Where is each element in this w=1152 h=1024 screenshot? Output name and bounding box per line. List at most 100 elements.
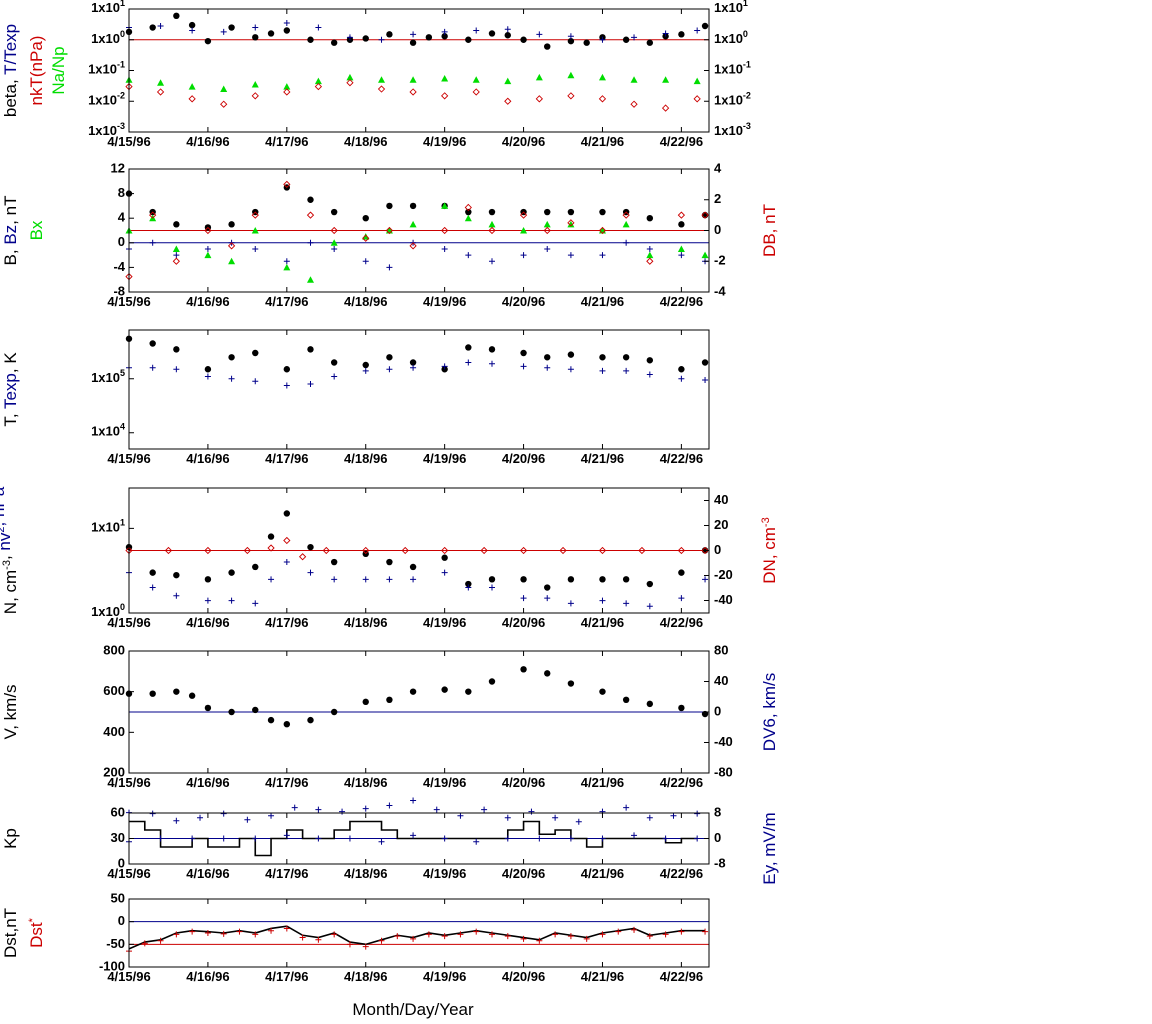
data-point: [441, 226, 449, 235]
data-point: [410, 797, 417, 804]
y-tick-label-right: -40: [714, 592, 733, 607]
x-tick-label: 4/20/96: [502, 775, 545, 790]
series-Kp: [129, 820, 698, 857]
data-point: [662, 931, 669, 938]
data-point: [409, 688, 417, 695]
data-point: [567, 835, 574, 842]
data-point: [567, 600, 574, 607]
data-point: [189, 835, 196, 842]
x-tick-label: 4/20/96: [502, 969, 545, 984]
data-point: [646, 257, 654, 265]
data-point: [362, 233, 370, 240]
data-point: [331, 931, 338, 938]
data-point: [385, 226, 394, 235]
data-point: [220, 100, 228, 108]
data-point: [386, 576, 393, 583]
data-point: [252, 563, 259, 571]
x-tick-label: 4/18/96: [344, 134, 387, 149]
y-tick-label: 1x101: [91, 518, 125, 535]
data-point: [173, 817, 180, 824]
series-B: [125, 184, 709, 231]
x-tick-label: 4/18/96: [344, 866, 387, 881]
data-point: [188, 95, 196, 103]
data-point: [701, 211, 709, 219]
data-point: [330, 708, 338, 716]
x-tick-label: 4/15/96: [107, 134, 150, 149]
data-point: [291, 804, 298, 811]
data-point: [252, 600, 259, 607]
panel-V: 4/15/96 4/16/96 4/17/96 4/18/96 4/19/96 4/20/…: [1, 642, 779, 825]
y-tick-label: 1x100: [91, 602, 125, 619]
y-tick-label: 8: [118, 185, 125, 200]
data-point: [330, 359, 338, 366]
y-tick-label: 0: [118, 855, 125, 870]
data-point: [244, 816, 251, 823]
data-point: [552, 931, 559, 938]
data-point: [149, 584, 156, 591]
data-point: [441, 569, 448, 576]
x-tick-label: 4/16/96: [186, 451, 229, 466]
data-point: [157, 22, 164, 29]
data-point: [283, 83, 291, 90]
data-point: [567, 208, 575, 216]
y-tick-label-right: 40: [714, 673, 728, 688]
y-axis-label: Kp: [1, 828, 20, 849]
data-point: [544, 354, 551, 361]
data-point: [678, 221, 685, 228]
data-point: [283, 382, 290, 389]
data-point: [678, 375, 685, 382]
data-point: [567, 680, 575, 687]
data-point: [346, 73, 354, 81]
y-tick-label: 1x105: [91, 368, 125, 385]
data-point: [693, 95, 701, 103]
panel-N: 4/15/96 4/16/96 4/17/96 4/18/96 4/19/96 4/20/…: [0, 486, 779, 630]
data-point: [386, 366, 393, 373]
data-point: [307, 346, 314, 353]
data-point: [473, 838, 480, 845]
y-tick-label-right: -8: [714, 855, 726, 870]
x-tick-label: 4/21/96: [581, 615, 624, 630]
data-point: [204, 245, 211, 252]
x-tick-label: 4/16/96: [186, 775, 229, 790]
data-point: [519, 546, 528, 555]
data-point: [362, 35, 369, 42]
data-point: [520, 595, 527, 602]
x-tick-label: 4/15/96: [107, 615, 150, 630]
data-point: [141, 940, 148, 947]
data-point: [228, 354, 235, 361]
y-tick-label: 50: [111, 890, 125, 905]
data-point: [646, 357, 654, 364]
data-point: [535, 73, 543, 81]
data-point: [362, 943, 369, 950]
data-point: [189, 928, 196, 935]
panel-B: 4/15/96 4/16/96 4/17/96 4/18/96 4/19/96 4/20/…: [1, 160, 779, 309]
data-point: [409, 39, 417, 46]
y-tick-label: -50: [106, 936, 125, 951]
data-point: [251, 227, 259, 234]
data-point: [283, 366, 291, 373]
x-tick-label: 4/19/96: [423, 615, 466, 630]
x-tick-label: 4/17/96: [265, 134, 308, 149]
x-tick-label: 4/21/96: [581, 866, 624, 881]
data-point: [504, 26, 511, 33]
data-point: [701, 211, 709, 219]
data-point: [283, 20, 290, 27]
data-point: [322, 546, 330, 555]
data-point: [599, 252, 606, 259]
data-point: [252, 835, 259, 842]
y-tick-label-right: 2: [714, 191, 721, 206]
panel-Dst: 4/15/96 4/16/96 4/17/96 4/18/96 4/19/96 4/20/…: [1, 890, 710, 984]
data-point: [252, 349, 259, 357]
data-point: [409, 88, 417, 96]
data-point: [661, 104, 670, 112]
data-point: [197, 814, 204, 821]
data-point: [441, 28, 448, 35]
data-point: [409, 359, 417, 366]
x-tick-label: 4/22/96: [660, 866, 703, 881]
data-point: [378, 76, 386, 83]
data-point: [378, 838, 385, 845]
x-tick-label: 4/15/96: [107, 294, 150, 309]
data-point: [386, 558, 393, 566]
data-point: [204, 704, 212, 712]
series-beta: [125, 12, 709, 50]
